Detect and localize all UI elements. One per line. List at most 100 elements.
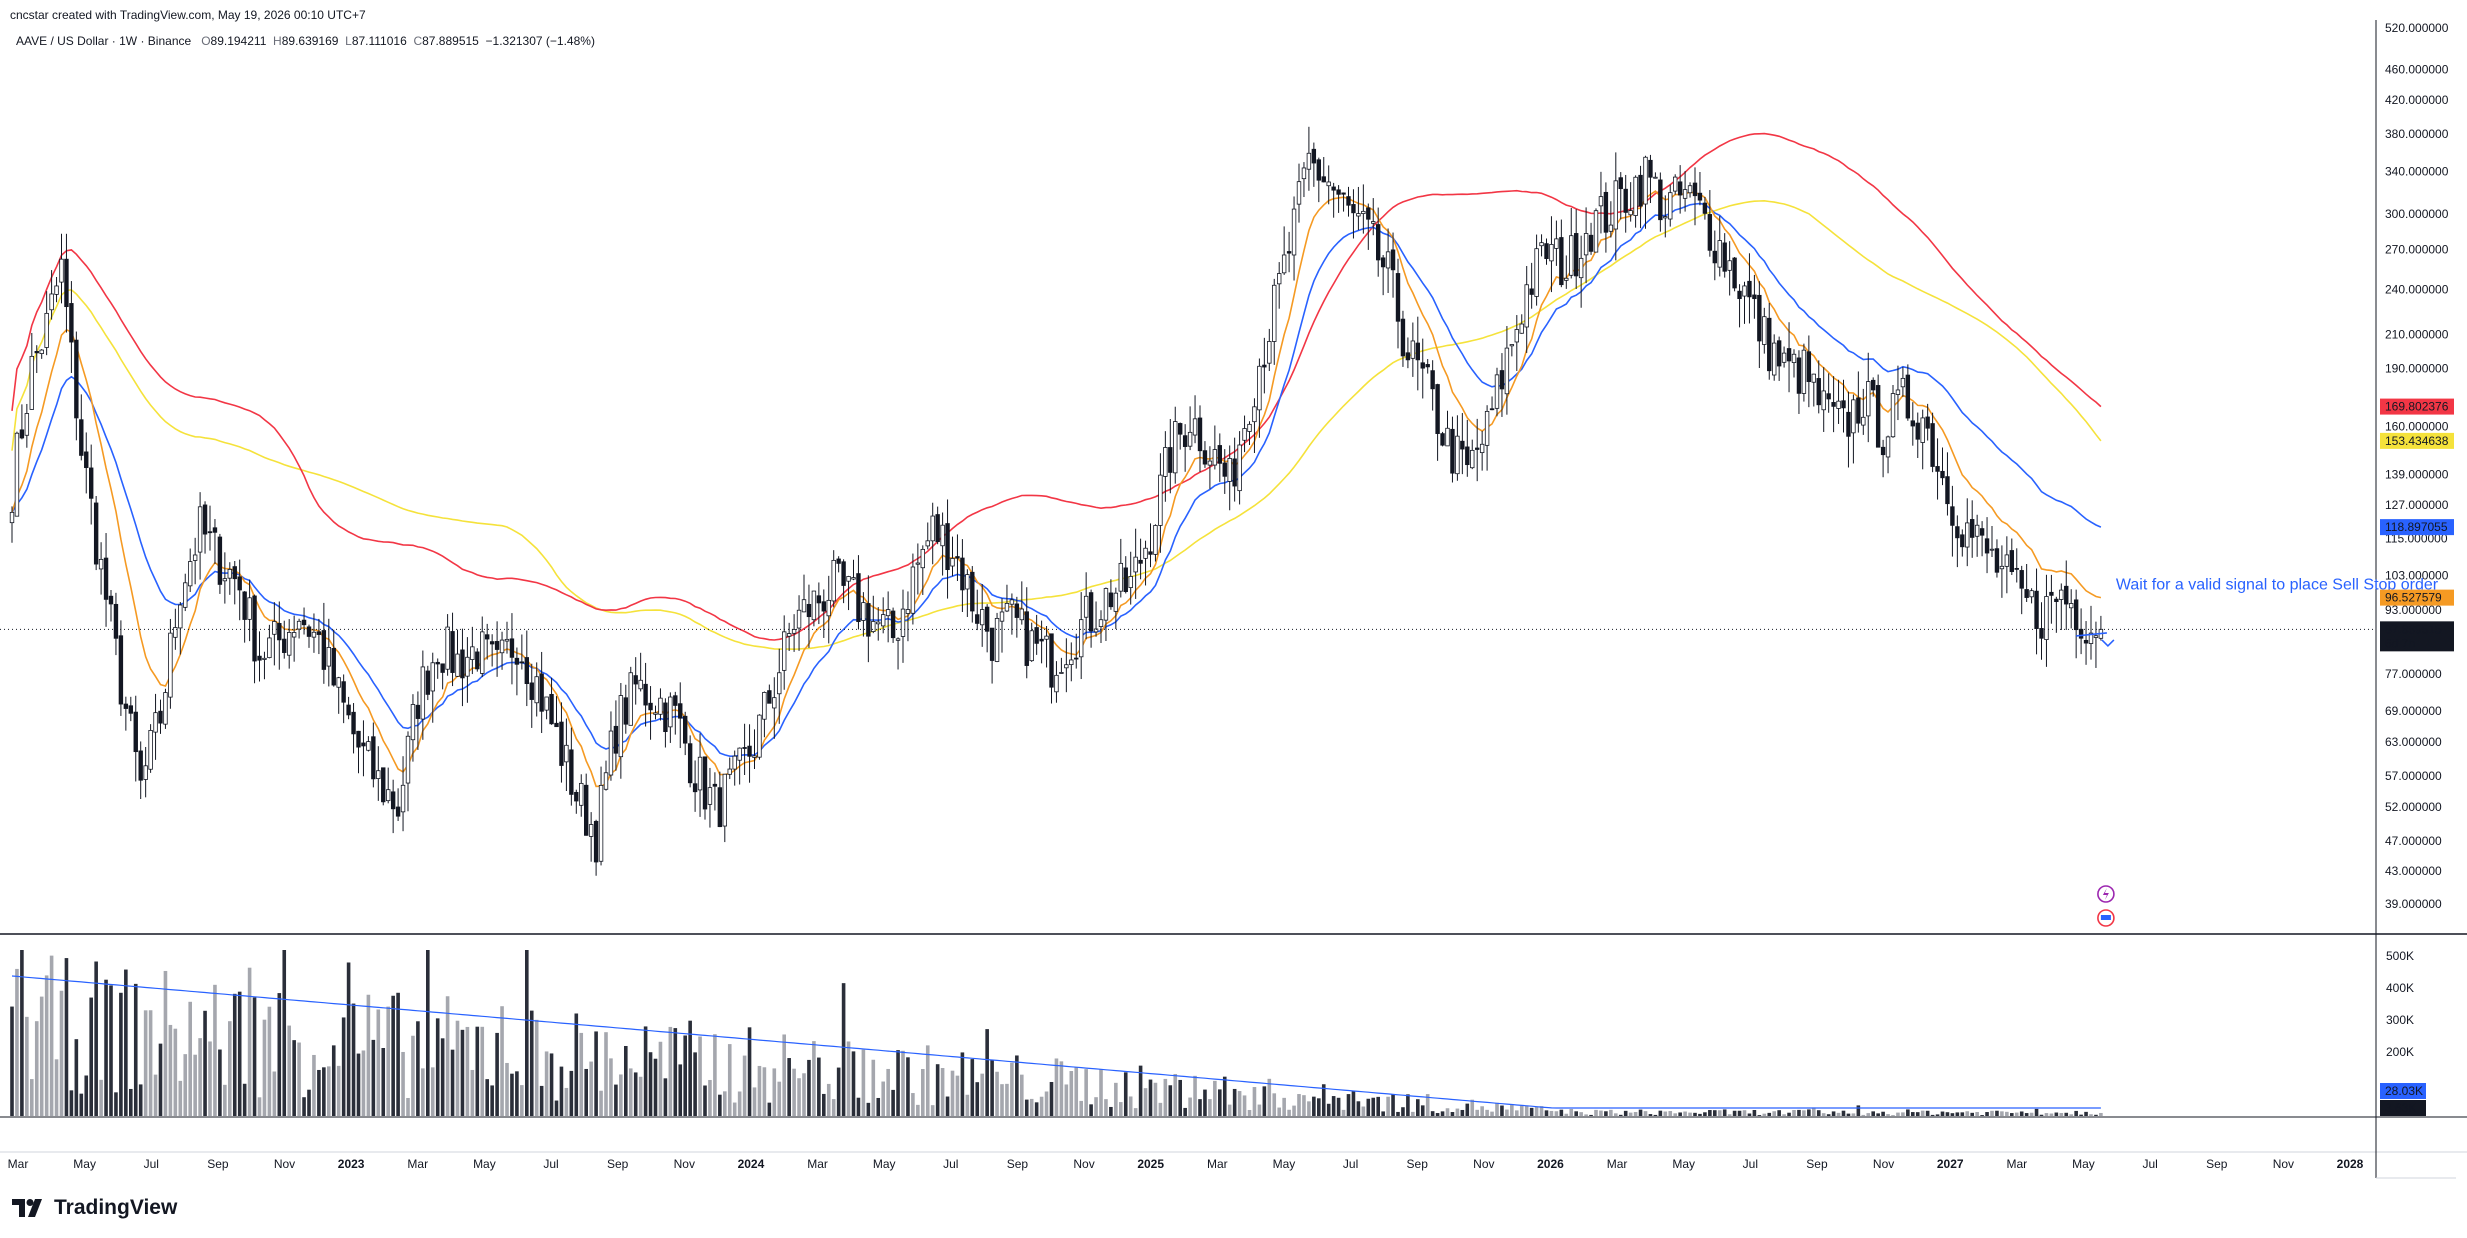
volume-bar (331, 1045, 336, 1116)
volume-bar (1747, 1113, 1752, 1116)
volume-bar (1544, 1110, 1549, 1116)
volume-bar (1589, 1114, 1593, 1116)
candle-body (415, 704, 421, 719)
candle-body (1880, 446, 1886, 456)
down-arrow-icon (2101, 639, 2115, 648)
volume-bar (282, 950, 287, 1116)
candle-body (1311, 148, 1317, 164)
candle-body (1074, 657, 1079, 660)
candle-body (603, 772, 609, 790)
candle-body (1514, 329, 1519, 343)
volume-bar (851, 1051, 856, 1116)
candle-body (697, 756, 703, 791)
volume-bar (203, 1010, 207, 1116)
candle-body (772, 697, 777, 709)
candle-body (885, 609, 891, 617)
volume-bar (480, 1026, 485, 1116)
candle-body (683, 715, 688, 744)
candle-body (440, 663, 445, 673)
volume-bar (1821, 1113, 1826, 1116)
candle-body (1400, 318, 1406, 357)
volume-bar (1416, 1099, 1420, 1116)
volume-bar (648, 1052, 653, 1116)
candle-body (1356, 213, 1361, 217)
volume-bar (916, 1104, 920, 1116)
volume-bar (757, 1065, 762, 1116)
candle-body (1252, 406, 1257, 423)
candle-body (49, 293, 54, 311)
candle-body (747, 745, 752, 757)
volume-bar (1411, 1111, 1415, 1116)
candle-body (1489, 408, 1495, 411)
candle-body (782, 631, 787, 671)
volume-bar (1153, 1082, 1158, 1116)
volume-bar (223, 1084, 227, 1116)
candle-body (1574, 233, 1579, 277)
volume-bar (25, 1016, 29, 1116)
volume-bar (831, 1099, 836, 1116)
volume-bar (1440, 1111, 1445, 1116)
candle-body (1668, 192, 1673, 220)
volume-bar (1549, 1110, 1554, 1116)
volume-bar (1114, 1082, 1118, 1116)
volume-bar (312, 1054, 316, 1116)
time-tick-label: Mar (807, 1157, 828, 1171)
volume-bar (232, 993, 237, 1116)
volume-bar (500, 1006, 504, 1116)
volume-bar (965, 1094, 970, 1116)
candle-body (1178, 423, 1183, 435)
candle-body (1687, 185, 1693, 194)
candle-body (1979, 528, 1985, 536)
volume-bar (643, 1026, 648, 1116)
candle-body (1890, 393, 1896, 438)
volume-bar (653, 1058, 658, 1116)
candle-body (732, 755, 737, 770)
candle-body (197, 506, 203, 553)
volume-bar (925, 1045, 930, 1116)
candle-body (841, 561, 846, 586)
volume-bar (317, 1069, 321, 1116)
candle-body (915, 562, 921, 565)
candle-body (1707, 214, 1713, 251)
volume-bar (628, 1068, 633, 1116)
candle-body (1712, 250, 1717, 264)
candle-body (846, 576, 851, 582)
volume-bar (465, 1026, 470, 1116)
candle-body (321, 630, 327, 670)
open-label: O (201, 34, 211, 48)
volume-bar (718, 1094, 722, 1116)
volume-bar (1980, 1115, 1984, 1116)
volume-bar (1906, 1109, 1910, 1116)
volume-bar (1841, 1110, 1846, 1116)
volume-bar (787, 1058, 791, 1116)
countdown-label: 6d 7h (2385, 636, 2415, 650)
volume-bar (1208, 1099, 1212, 1116)
tradingview-brand[interactable]: TradingView (12, 1196, 177, 1220)
candle-body (955, 556, 960, 559)
volume-tick-label: 200K (2386, 1045, 2414, 1059)
candle-body (905, 609, 911, 614)
volume-bar (1633, 1112, 1638, 1116)
candle-body (1405, 352, 1411, 361)
volume-bar (277, 993, 282, 1116)
volume-bar (129, 1088, 133, 1116)
volume-bar (1762, 1113, 1767, 1116)
volume-bar (336, 1065, 341, 1116)
volume-bar (30, 1079, 34, 1116)
volume-bar (1218, 1089, 1222, 1116)
time-tick-label: Nov (274, 1157, 295, 1171)
price-tick-label: 240.000000 (2385, 283, 2449, 297)
volume-bar (1609, 1109, 1613, 1116)
candle-body (1677, 181, 1683, 196)
time-tick-label: 2023 (338, 1157, 365, 1171)
candle-body (301, 619, 307, 626)
candle-body (1262, 364, 1267, 368)
volume-bar (1539, 1106, 1544, 1116)
candle-body (727, 768, 732, 775)
volume-bar (242, 1083, 247, 1116)
candle-body (1227, 458, 1232, 482)
volume-bar (1123, 1072, 1128, 1116)
candle-body (1484, 410, 1490, 446)
volume-bar (1242, 1095, 1247, 1116)
